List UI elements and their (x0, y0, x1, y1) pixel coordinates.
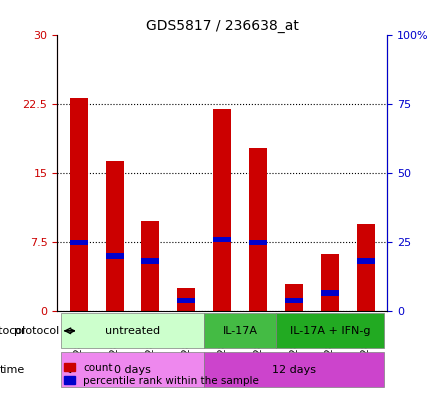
Text: 12 days: 12 days (272, 365, 316, 375)
Text: IL-17A: IL-17A (223, 326, 258, 336)
Bar (357, 258, 374, 264)
Bar (70, 98, 88, 311)
Bar (70, 240, 88, 245)
Bar (357, 224, 374, 311)
Bar (321, 290, 339, 296)
Text: 0 days: 0 days (114, 365, 151, 375)
Text: IL-17A + IFN-g: IL-17A + IFN-g (290, 326, 370, 336)
Bar (142, 258, 159, 264)
FancyBboxPatch shape (61, 313, 204, 348)
Bar (321, 254, 339, 311)
FancyBboxPatch shape (204, 313, 276, 348)
Bar (213, 109, 231, 311)
FancyBboxPatch shape (61, 352, 204, 387)
Bar (177, 288, 195, 311)
Text: protocol: protocol (0, 326, 25, 336)
Bar (142, 221, 159, 311)
Bar (213, 237, 231, 242)
Text: untreated: untreated (105, 326, 160, 336)
Bar (106, 162, 124, 311)
Bar (249, 148, 267, 311)
Bar (285, 284, 303, 311)
Bar (106, 253, 124, 259)
Text: protocol: protocol (14, 326, 74, 336)
Legend: count, percentile rank within the sample: count, percentile rank within the sample (62, 360, 261, 388)
Bar (285, 298, 303, 303)
Title: GDS5817 / 236638_at: GDS5817 / 236638_at (146, 19, 299, 33)
FancyBboxPatch shape (276, 313, 384, 348)
Bar (249, 240, 267, 245)
Text: time: time (0, 365, 25, 375)
Bar (177, 298, 195, 303)
FancyBboxPatch shape (204, 352, 384, 387)
